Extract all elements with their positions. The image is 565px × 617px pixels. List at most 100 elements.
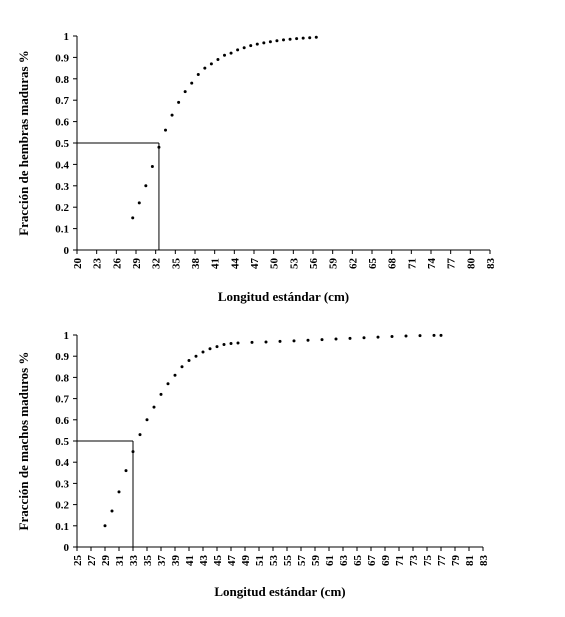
- x-tick-label: 29: [131, 258, 143, 270]
- x-tick-label: 68: [387, 258, 399, 270]
- x-tick-label: 59: [328, 258, 340, 270]
- x-tick-label: 51: [254, 555, 266, 566]
- y-tick-label: 0.3: [55, 181, 69, 193]
- x-tick-label: 80: [465, 258, 477, 270]
- data-point: [131, 216, 135, 220]
- x-tick-label: 63: [338, 555, 350, 567]
- data-point: [439, 333, 443, 337]
- x-tick-label: 73: [408, 555, 420, 567]
- x-tick-label: 35: [142, 555, 154, 567]
- data-point: [145, 418, 149, 422]
- data-point: [348, 336, 352, 340]
- y-tick-label: 0.2: [55, 500, 69, 512]
- y-tick-label: 1: [64, 330, 70, 342]
- x-tick-label: 47: [226, 555, 238, 567]
- data-point: [164, 128, 167, 132]
- x-tick-label: 45: [212, 555, 224, 567]
- x-tick-label: 49: [240, 555, 252, 567]
- y-tick-label: 0: [64, 542, 70, 554]
- data-point: [275, 39, 279, 43]
- x-tick-label: 20: [72, 258, 84, 270]
- data-point: [229, 51, 233, 55]
- data-point: [203, 66, 207, 70]
- y-axis-title: Fracción de hembras maduras %: [16, 50, 31, 236]
- y-tick-label: 0.6: [55, 117, 69, 129]
- x-tick-label: 77: [436, 555, 448, 567]
- y-tick-label: 0.1: [55, 521, 69, 533]
- x-tick-label: 31: [114, 555, 126, 566]
- x-tick-label: 29: [100, 555, 112, 567]
- data-point: [222, 343, 226, 347]
- x-axis-title: Longitud estándar (cm): [218, 289, 349, 304]
- data-point: [404, 334, 408, 338]
- y-tick-label: 0.5: [55, 436, 69, 448]
- data-point: [288, 37, 292, 41]
- data-point: [262, 41, 266, 45]
- data-point: [201, 350, 205, 354]
- chart-1: 0 0.1 0.2 0.3 0.4 0.5 0.6 0.7 0.8 0.9 1 20 23 26 29 32 3…: [16, 31, 497, 304]
- x-tick-label: 47: [249, 258, 261, 270]
- y-tick-label: 0.1: [55, 224, 69, 236]
- x-tick-label: 67: [366, 555, 378, 567]
- data-point: [215, 345, 219, 349]
- y-tick-label: 0.9: [55, 351, 69, 363]
- data-point: [170, 113, 174, 117]
- data-point: [278, 339, 282, 343]
- x-tick-label: 57: [296, 555, 308, 567]
- data-point: [301, 36, 305, 40]
- x-axis-title: Longitud estándar (cm): [214, 584, 345, 599]
- x-tick-label: 27: [86, 555, 98, 567]
- x-tick-label: 39: [170, 555, 182, 567]
- data-point: [314, 35, 318, 39]
- x-tick-label: 55: [282, 555, 294, 567]
- x-tick-label: 65: [352, 555, 364, 567]
- x-tick-label: 37: [156, 555, 168, 567]
- data-point: [208, 347, 212, 351]
- x-tick-label: 83: [485, 258, 497, 270]
- x-tick-label: 25: [72, 555, 84, 567]
- data-point: [292, 339, 296, 343]
- x-tick-label: 81: [464, 555, 476, 566]
- data-point: [150, 165, 154, 169]
- data-point: [308, 36, 312, 40]
- data-point: [209, 62, 213, 66]
- data-point: [250, 340, 254, 344]
- data-point: [418, 334, 422, 338]
- y-tick-label: 1: [64, 31, 70, 43]
- data-point: [144, 184, 148, 188]
- y-axis-title: Fracción de machos maduros %: [16, 352, 31, 531]
- x-tick-label: 41: [210, 258, 222, 269]
- x-tick-label: 77: [446, 258, 458, 270]
- data-point: [306, 338, 310, 342]
- data-point: [432, 333, 436, 337]
- x-tick-label: 38: [190, 258, 202, 270]
- data-point: [187, 358, 191, 362]
- x-tick-label: 79: [450, 555, 462, 567]
- data-point: [268, 40, 272, 44]
- x-tick-label: 65: [367, 258, 379, 270]
- x-tick-label: 71: [394, 555, 406, 566]
- data-point: [180, 365, 184, 369]
- x-tick-label: 74: [426, 258, 438, 270]
- data-point: [216, 58, 220, 62]
- x-tick-label: 61: [324, 555, 336, 566]
- y-tick-label: 0.9: [55, 52, 69, 64]
- data-point: [190, 81, 194, 85]
- y-tick-label: 0.3: [55, 478, 69, 490]
- x-tick-label: 32: [151, 258, 163, 270]
- y-tick-label: 0.8: [55, 74, 69, 86]
- y-tick-label: 0.5: [55, 138, 69, 150]
- data-point: [131, 450, 135, 454]
- x-tick-label: 33: [128, 555, 140, 567]
- data-point: [194, 354, 198, 358]
- data-point: [390, 334, 394, 338]
- data-point: [223, 53, 226, 57]
- data-point: [166, 382, 170, 386]
- data-point: [282, 38, 285, 42]
- x-tick-label: 53: [268, 555, 280, 567]
- x-tick-label: 56: [308, 258, 320, 270]
- data-point: [334, 337, 338, 341]
- data-point: [138, 433, 142, 437]
